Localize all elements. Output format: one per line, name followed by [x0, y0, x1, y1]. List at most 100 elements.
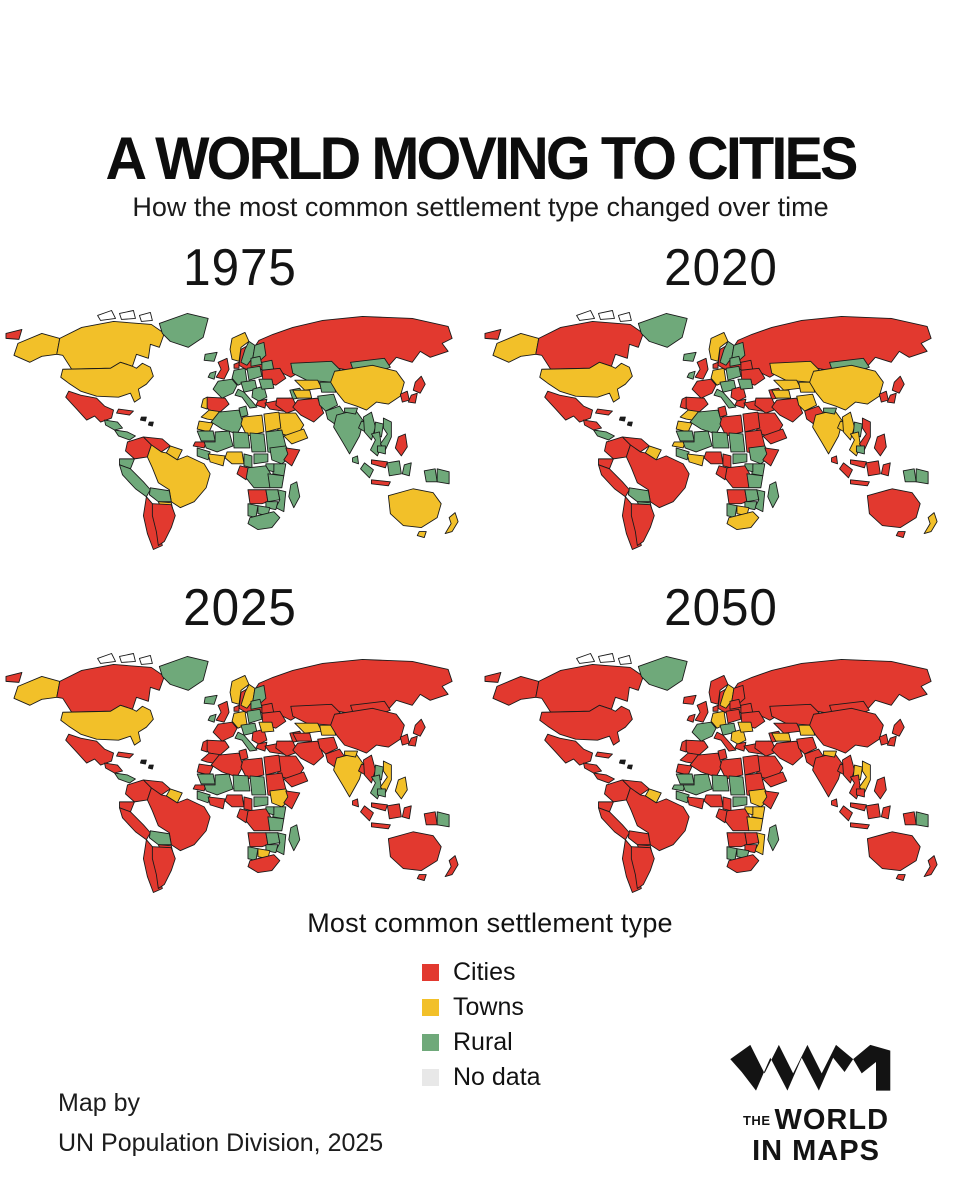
region-kenya: [272, 463, 287, 477]
region-egypt: [263, 754, 282, 776]
region-italy: [234, 731, 258, 752]
region-car: [253, 453, 269, 465]
region-afghanistan: [317, 736, 339, 755]
region-japan2: [886, 735, 897, 747]
region-ghana_iv: [207, 796, 226, 810]
region-venezuela: [142, 779, 171, 796]
region-panama_cr: [114, 429, 136, 441]
island-shape: [97, 310, 116, 321]
region-cameroon: [243, 453, 253, 469]
region-canada: [56, 664, 165, 713]
island-shape: [626, 764, 633, 770]
region-guatemala: [583, 419, 602, 431]
region-brazil: [625, 787, 690, 852]
region-nz: [444, 512, 459, 535]
island-shape: [138, 655, 153, 665]
region-mozambique: [275, 832, 287, 856]
region-mauritania: [196, 773, 216, 785]
region-angola: [726, 489, 748, 505]
region-sulawesi: [401, 805, 412, 820]
region-cuba: [116, 408, 134, 416]
region-cambodia: [376, 788, 386, 798]
region-guatemala: [583, 762, 602, 774]
region-guatemala: [104, 419, 123, 431]
region-romania: [258, 721, 275, 733]
region-denmark: [233, 704, 240, 712]
region-namibia: [247, 846, 259, 862]
region-namibia: [726, 503, 738, 519]
region-syria_iraq: [275, 740, 299, 757]
region-cambodia: [855, 788, 865, 798]
region-angola: [247, 832, 269, 848]
region-greenland: [158, 313, 209, 348]
cities-swatch-icon: [422, 964, 439, 981]
region-greenland: [637, 313, 688, 348]
region-cameroon: [722, 453, 732, 469]
region-java: [850, 822, 870, 830]
region-tunisia: [238, 748, 249, 761]
region-somalia: [283, 447, 301, 467]
region-baltics: [729, 355, 742, 367]
region-norway: [708, 674, 729, 705]
region-panama_cr: [114, 772, 136, 784]
region-mauritania: [675, 773, 695, 785]
region-baltics: [250, 698, 263, 710]
region-panama_cr: [593, 772, 615, 784]
region-tasmania: [416, 531, 427, 538]
region-malaysia: [371, 802, 388, 812]
region-sulawesi: [880, 462, 891, 477]
region-png: [436, 811, 450, 828]
region-namibia: [726, 846, 738, 862]
region-senegal: [671, 441, 686, 449]
region-canada: [56, 321, 165, 370]
island-shape: [139, 759, 147, 765]
region-wpapua: [423, 811, 438, 826]
region-turkmenistan: [771, 389, 792, 399]
region-png: [436, 468, 450, 485]
region-portugal: [679, 739, 687, 753]
region-yemen_oman: [283, 771, 309, 788]
region-yemen_oman: [283, 428, 309, 445]
island-shape: [598, 310, 615, 320]
region-greece: [255, 741, 268, 752]
region-iceland: [682, 694, 697, 705]
page-subtitle: How the most common settlement type chan…: [132, 192, 829, 222]
region-iceland: [203, 694, 218, 705]
region-southafrica: [726, 511, 760, 531]
region-panama_cr: [593, 429, 615, 441]
region-nigeria: [224, 794, 245, 808]
region-japan2: [407, 735, 418, 747]
region-cuba: [595, 408, 613, 416]
legend-label: No data: [453, 1063, 541, 1091]
region-denmark: [233, 361, 240, 369]
region-bolivia: [148, 830, 172, 846]
region-portugal: [200, 396, 208, 410]
region-sumatra: [839, 462, 853, 479]
region-niger: [711, 431, 730, 449]
island-shape: [618, 416, 626, 422]
region-kenya: [272, 806, 287, 820]
region-srilanka: [831, 798, 838, 808]
region-somalia: [283, 790, 301, 810]
region-ru_east: [484, 328, 502, 340]
region-peru: [119, 464, 151, 498]
region-ireland: [686, 713, 696, 723]
region-png: [915, 468, 929, 485]
region-chad: [728, 775, 746, 796]
region-alaska: [13, 332, 61, 363]
region-wsahara: [675, 420, 693, 433]
legend-item-nodata: No data: [422, 1060, 700, 1095]
region-mauritania: [675, 430, 695, 442]
region-guinea: [196, 447, 211, 461]
region-sumatra: [839, 805, 853, 822]
island-shape: [138, 312, 153, 322]
island-shape: [139, 416, 147, 422]
region-tanzania: [746, 473, 764, 489]
region-uk: [694, 357, 709, 380]
region-philippines: [873, 433, 887, 457]
island-shape: [576, 310, 595, 321]
region-ghana_iv: [686, 796, 705, 810]
region-srilanka: [352, 798, 359, 808]
region-argentina: [630, 503, 655, 546]
region-wpapua: [902, 811, 917, 826]
